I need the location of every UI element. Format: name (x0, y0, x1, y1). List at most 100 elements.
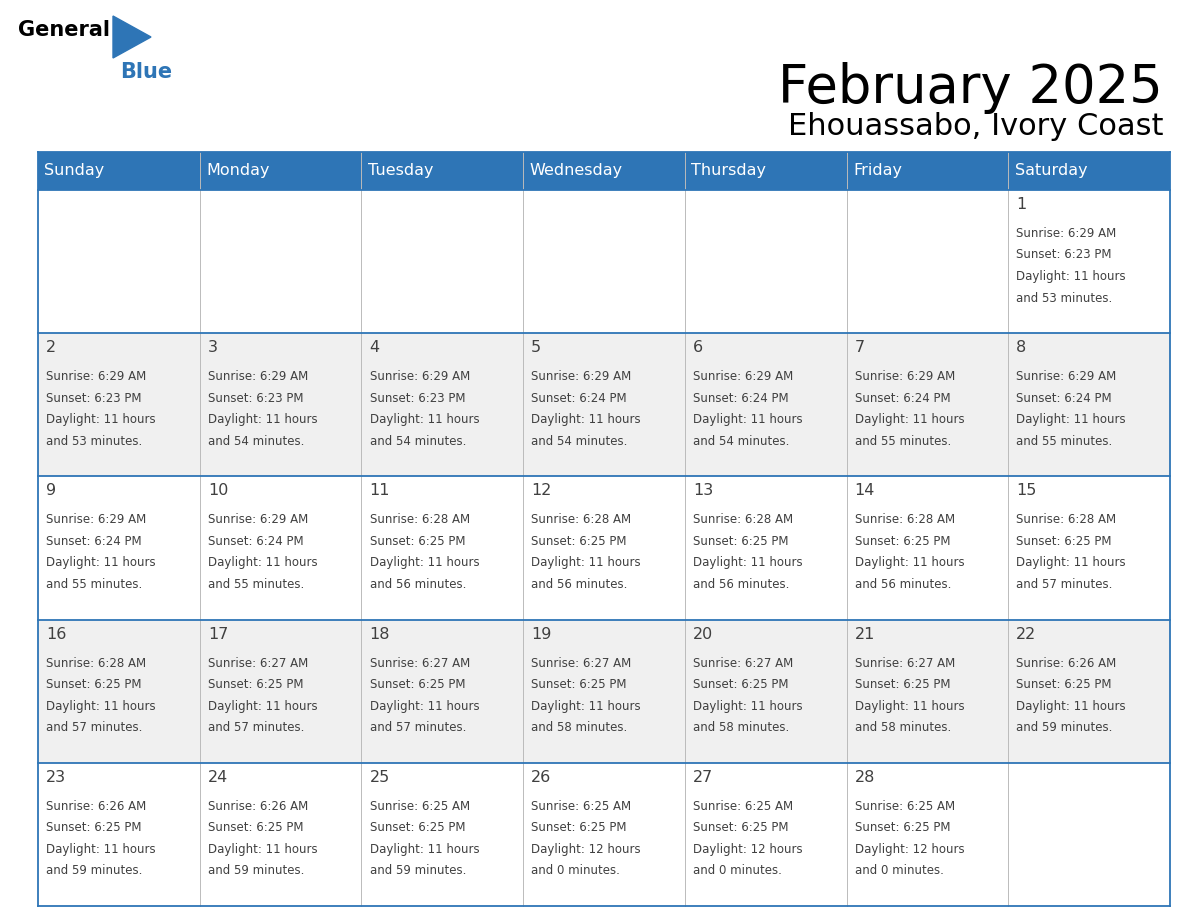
Text: Daylight: 11 hours: Daylight: 11 hours (531, 556, 640, 569)
Bar (38, 190, 1170, 333)
Text: 25: 25 (369, 770, 390, 785)
Text: Sunset: 6:25 PM: Sunset: 6:25 PM (369, 535, 465, 548)
Bar (38, 763, 1170, 906)
Text: Sunrise: 6:26 AM: Sunrise: 6:26 AM (46, 800, 146, 812)
Text: and 55 minutes.: and 55 minutes. (208, 578, 304, 591)
Text: 12: 12 (531, 484, 551, 498)
Text: 2: 2 (46, 341, 56, 355)
Text: Sunrise: 6:29 AM: Sunrise: 6:29 AM (369, 370, 469, 383)
Text: Sunset: 6:24 PM: Sunset: 6:24 PM (693, 392, 789, 405)
Text: 10: 10 (208, 484, 228, 498)
Text: and 54 minutes.: and 54 minutes. (208, 435, 304, 448)
Text: and 0 minutes.: and 0 minutes. (531, 865, 620, 878)
Text: Sunrise: 6:28 AM: Sunrise: 6:28 AM (46, 656, 146, 669)
Text: Sunrise: 6:29 AM: Sunrise: 6:29 AM (208, 513, 308, 526)
Text: Daylight: 11 hours: Daylight: 11 hours (854, 413, 965, 426)
Text: Daylight: 11 hours: Daylight: 11 hours (369, 413, 479, 426)
Text: Sunrise: 6:28 AM: Sunrise: 6:28 AM (854, 513, 955, 526)
Text: and 58 minutes.: and 58 minutes. (854, 722, 950, 734)
Text: General: General (18, 20, 110, 40)
Text: Sunrise: 6:29 AM: Sunrise: 6:29 AM (46, 513, 146, 526)
Text: Daylight: 11 hours: Daylight: 11 hours (854, 700, 965, 712)
Text: Friday: Friday (853, 163, 902, 178)
Text: 24: 24 (208, 770, 228, 785)
Text: and 59 minutes.: and 59 minutes. (208, 865, 304, 878)
Text: Sunrise: 6:28 AM: Sunrise: 6:28 AM (531, 513, 631, 526)
Text: Sunrise: 6:28 AM: Sunrise: 6:28 AM (369, 513, 469, 526)
Text: Sunset: 6:25 PM: Sunset: 6:25 PM (369, 678, 465, 691)
Text: and 56 minutes.: and 56 minutes. (531, 578, 627, 591)
Text: Sunset: 6:23 PM: Sunset: 6:23 PM (46, 392, 141, 405)
Text: Daylight: 11 hours: Daylight: 11 hours (369, 556, 479, 569)
Text: and 56 minutes.: and 56 minutes. (693, 578, 789, 591)
Text: Daylight: 11 hours: Daylight: 11 hours (1017, 700, 1126, 712)
Text: Daylight: 11 hours: Daylight: 11 hours (693, 700, 803, 712)
Text: Sunset: 6:24 PM: Sunset: 6:24 PM (1017, 392, 1112, 405)
Text: Sunset: 6:25 PM: Sunset: 6:25 PM (1017, 678, 1112, 691)
Text: Daylight: 11 hours: Daylight: 11 hours (46, 843, 156, 856)
Text: and 54 minutes.: and 54 minutes. (369, 435, 466, 448)
Text: Sunset: 6:24 PM: Sunset: 6:24 PM (208, 535, 303, 548)
Text: 27: 27 (693, 770, 713, 785)
Text: Thursday: Thursday (691, 163, 766, 178)
Text: and 55 minutes.: and 55 minutes. (1017, 435, 1113, 448)
Text: 6: 6 (693, 341, 703, 355)
Text: and 53 minutes.: and 53 minutes. (1017, 292, 1113, 305)
Text: Sunrise: 6:27 AM: Sunrise: 6:27 AM (531, 656, 632, 669)
Text: Daylight: 11 hours: Daylight: 11 hours (369, 843, 479, 856)
Text: Sunrise: 6:29 AM: Sunrise: 6:29 AM (854, 370, 955, 383)
Text: Sunset: 6:25 PM: Sunset: 6:25 PM (854, 822, 950, 834)
Text: Sunrise: 6:29 AM: Sunrise: 6:29 AM (46, 370, 146, 383)
Text: Daylight: 11 hours: Daylight: 11 hours (1017, 270, 1126, 283)
Text: and 57 minutes.: and 57 minutes. (369, 722, 466, 734)
Text: Daylight: 12 hours: Daylight: 12 hours (531, 843, 640, 856)
Text: 23: 23 (46, 770, 67, 785)
Text: Sunrise: 6:29 AM: Sunrise: 6:29 AM (208, 370, 308, 383)
Text: 17: 17 (208, 627, 228, 642)
Text: Sunset: 6:25 PM: Sunset: 6:25 PM (208, 678, 303, 691)
Text: 11: 11 (369, 484, 390, 498)
Text: Sunset: 6:25 PM: Sunset: 6:25 PM (531, 678, 627, 691)
Text: Tuesday: Tuesday (368, 163, 434, 178)
Text: Daylight: 11 hours: Daylight: 11 hours (854, 556, 965, 569)
Text: Sunrise: 6:29 AM: Sunrise: 6:29 AM (1017, 227, 1117, 240)
Text: Daylight: 11 hours: Daylight: 11 hours (46, 556, 156, 569)
Text: and 0 minutes.: and 0 minutes. (693, 865, 782, 878)
Text: Ehouassabo, Ivory Coast: Ehouassabo, Ivory Coast (788, 112, 1163, 141)
Text: 13: 13 (693, 484, 713, 498)
Text: Sunrise: 6:29 AM: Sunrise: 6:29 AM (693, 370, 794, 383)
Text: Sunset: 6:24 PM: Sunset: 6:24 PM (531, 392, 627, 405)
Text: and 58 minutes.: and 58 minutes. (531, 722, 627, 734)
Text: 28: 28 (854, 770, 876, 785)
Text: 3: 3 (208, 341, 217, 355)
Text: and 59 minutes.: and 59 minutes. (46, 865, 143, 878)
Text: and 53 minutes.: and 53 minutes. (46, 435, 143, 448)
Text: Sunset: 6:25 PM: Sunset: 6:25 PM (531, 822, 627, 834)
Text: Sunrise: 6:27 AM: Sunrise: 6:27 AM (693, 656, 794, 669)
Text: and 56 minutes.: and 56 minutes. (854, 578, 952, 591)
Text: 1: 1 (1017, 197, 1026, 212)
Text: Wednesday: Wednesday (530, 163, 623, 178)
Text: Daylight: 11 hours: Daylight: 11 hours (693, 556, 803, 569)
Text: 21: 21 (854, 627, 876, 642)
Bar (38, 476, 1170, 620)
Text: and 57 minutes.: and 57 minutes. (46, 722, 143, 734)
Text: 20: 20 (693, 627, 713, 642)
Text: 8: 8 (1017, 341, 1026, 355)
Text: Saturday: Saturday (1015, 163, 1087, 178)
Text: Daylight: 12 hours: Daylight: 12 hours (854, 843, 965, 856)
Text: Daylight: 11 hours: Daylight: 11 hours (46, 700, 156, 712)
Text: Sunrise: 6:27 AM: Sunrise: 6:27 AM (369, 656, 469, 669)
Text: Sunset: 6:25 PM: Sunset: 6:25 PM (208, 822, 303, 834)
Text: Sunset: 6:25 PM: Sunset: 6:25 PM (369, 822, 465, 834)
Text: and 58 minutes.: and 58 minutes. (693, 722, 789, 734)
Text: 19: 19 (531, 627, 551, 642)
Text: 9: 9 (46, 484, 56, 498)
Text: Daylight: 11 hours: Daylight: 11 hours (531, 700, 640, 712)
Text: Sunset: 6:25 PM: Sunset: 6:25 PM (46, 822, 141, 834)
Bar (38, 620, 1170, 763)
Text: Sunset: 6:25 PM: Sunset: 6:25 PM (693, 822, 789, 834)
Text: 5: 5 (531, 341, 542, 355)
Text: Sunrise: 6:25 AM: Sunrise: 6:25 AM (693, 800, 794, 812)
Text: Daylight: 11 hours: Daylight: 11 hours (208, 556, 317, 569)
